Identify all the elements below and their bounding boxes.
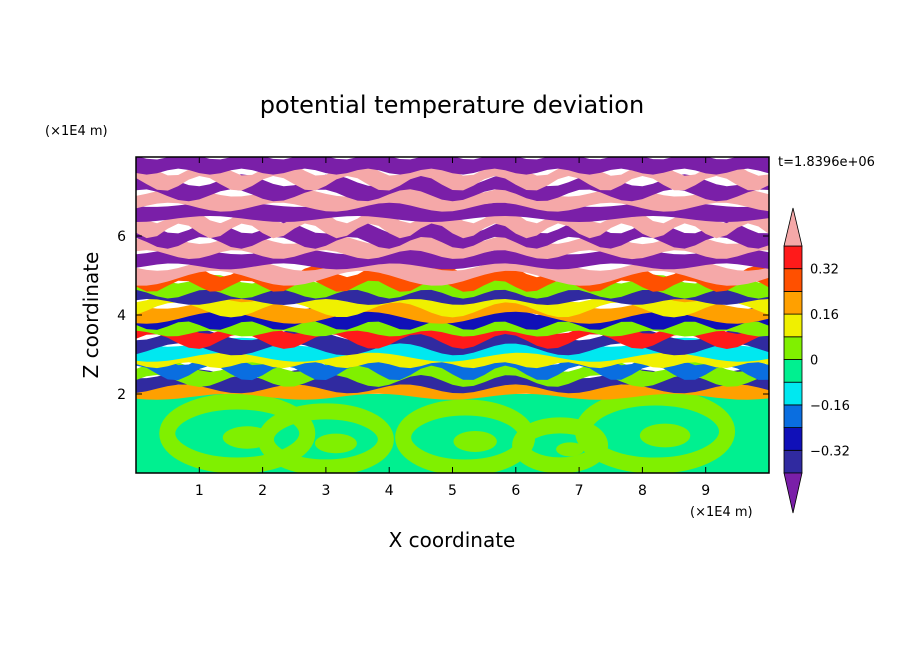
colorbar-swatch — [783, 359, 803, 383]
y-tick-label: 4 — [117, 308, 126, 324]
swirl-core — [639, 423, 691, 448]
y-tick-label: 6 — [117, 229, 126, 245]
x-tick-label: 2 — [258, 483, 267, 499]
colorbar-swatch — [783, 313, 803, 338]
x-axis: 1 2 3 4 5 6 7 8 9 — [195, 157, 710, 499]
x-axis-label: X coordinate — [389, 528, 516, 552]
colorbar-swatch — [783, 290, 803, 315]
x-tick-label: 6 — [511, 483, 520, 499]
colorbar-swatch — [783, 268, 803, 292]
colorbar-tick-label: 0 — [810, 354, 818, 369]
colorbar-tick-label: −0.16 — [810, 399, 850, 414]
x-unit-label: (×1E4 m) — [690, 505, 753, 520]
chart-title: potential temperature deviation — [260, 91, 644, 119]
swirl-eddy — [159, 393, 316, 473]
colorbar-max-triangle — [783, 207, 803, 247]
swirl-core — [453, 430, 497, 452]
x-tick-label: 5 — [448, 483, 457, 499]
colorbar-swatch — [783, 336, 803, 360]
contour-band — [136, 208, 769, 239]
contour-band — [136, 255, 769, 286]
colorbar-swatch — [783, 449, 803, 474]
colorbar-tick-label: 0.16 — [810, 308, 839, 323]
colorbar-min-triangle — [783, 472, 803, 514]
contour-band — [136, 157, 769, 175]
x-tick-label: 4 — [385, 483, 394, 499]
colorbar-swatch — [783, 404, 803, 428]
colorbar-tick-label: −0.32 — [810, 444, 850, 459]
y-unit-label: (×1E4 m) — [45, 124, 108, 139]
colorbar-swatch — [783, 381, 803, 406]
time-label: t=1.8396e+06 — [778, 155, 875, 170]
swirl-core — [556, 442, 585, 457]
x-tick-label: 8 — [638, 483, 647, 499]
colorbar: 0.32 0.16 0 −0.16 −0.32 — [783, 207, 850, 514]
y-axis-label: Z coordinate — [79, 252, 103, 379]
swirl-core — [314, 433, 357, 454]
y-axis: 2 4 6 — [117, 229, 769, 403]
y-tick-label: 2 — [117, 387, 126, 403]
x-tick-label: 7 — [575, 483, 584, 499]
swirl-eddy — [512, 417, 609, 473]
contour-band — [136, 201, 769, 222]
colorbar-swatch — [783, 245, 803, 270]
x-tick-label: 1 — [195, 483, 204, 499]
x-tick-label: 9 — [701, 483, 710, 499]
x-tick-label: 3 — [321, 483, 330, 499]
colorbar-tick-label: 0.32 — [810, 263, 839, 278]
contour-field — [136, 157, 769, 473]
colorbar-swatch — [783, 427, 803, 451]
